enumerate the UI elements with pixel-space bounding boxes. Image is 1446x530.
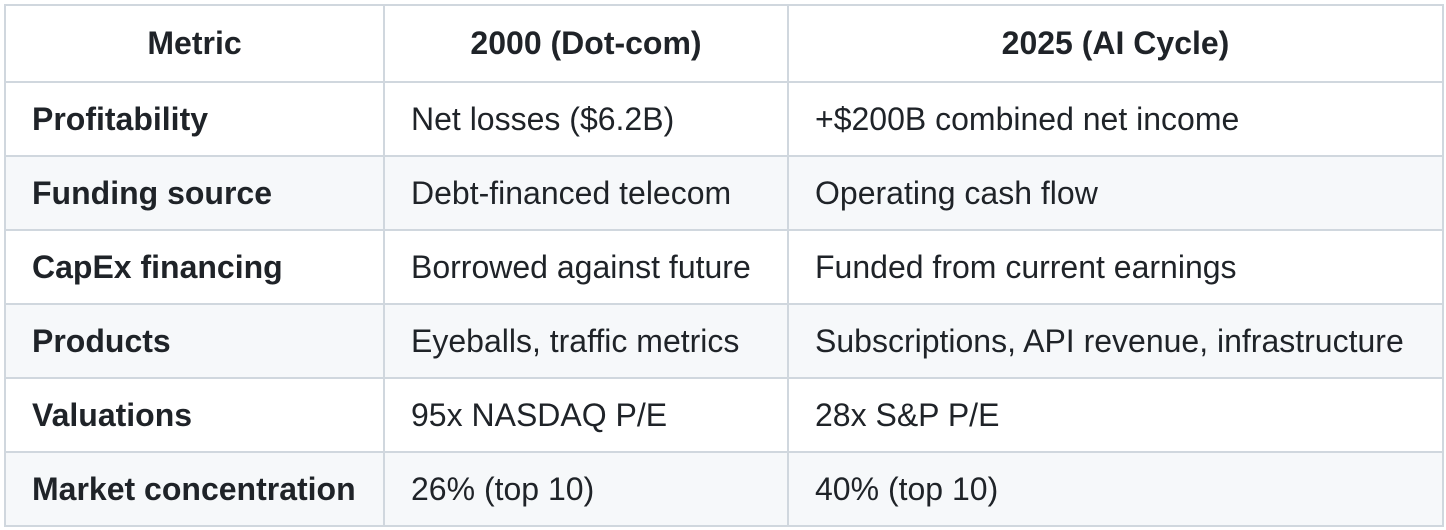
column-header-2025-ai-cycle: 2025 (AI Cycle) <box>787 4 1444 83</box>
cell-2000-value: Debt-financed telecom <box>383 155 789 231</box>
cell-metric: Profitability <box>4 81 385 157</box>
cell-metric: Products <box>4 303 385 379</box>
cell-2025-value: Subscriptions, API revenue, infrastructu… <box>787 303 1444 379</box>
cell-2000-value: Net losses ($6.2B) <box>383 81 789 157</box>
header-row: Metric 2000 (Dot-com) 2025 (AI Cycle) <box>4 4 1444 83</box>
column-header-metric: Metric <box>4 4 385 83</box>
cell-2000-value: 95x NASDAQ P/E <box>383 377 789 453</box>
cell-2000-value: 26% (top 10) <box>383 451 789 527</box>
table-row: Market concentration 26% (top 10) 40% (t… <box>4 451 1444 527</box>
column-header-2000-dotcom: 2000 (Dot-com) <box>383 4 789 83</box>
table-row: CapEx financing Borrowed against future … <box>4 229 1444 305</box>
table-row: Products Eyeballs, traffic metrics Subsc… <box>4 303 1444 379</box>
cell-2000-value: Borrowed against future <box>383 229 789 305</box>
cell-metric: Valuations <box>4 377 385 453</box>
cell-2025-value: Operating cash flow <box>787 155 1444 231</box>
table-row: Profitability Net losses ($6.2B) +$200B … <box>4 81 1444 157</box>
table-row: Funding source Debt-financed telecom Ope… <box>4 155 1444 231</box>
cell-2025-value: 28x S&P P/E <box>787 377 1444 453</box>
table-row: Valuations 95x NASDAQ P/E 28x S&P P/E <box>4 377 1444 453</box>
cell-metric: CapEx financing <box>4 229 385 305</box>
cell-metric: Market concentration <box>4 451 385 527</box>
comparison-table: Metric 2000 (Dot-com) 2025 (AI Cycle) Pr… <box>4 4 1444 527</box>
cell-2025-value: 40% (top 10) <box>787 451 1444 527</box>
cell-metric: Funding source <box>4 155 385 231</box>
cell-2000-value: Eyeballs, traffic metrics <box>383 303 789 379</box>
cell-2025-value: +$200B combined net income <box>787 81 1444 157</box>
cell-2025-value: Funded from current earnings <box>787 229 1444 305</box>
